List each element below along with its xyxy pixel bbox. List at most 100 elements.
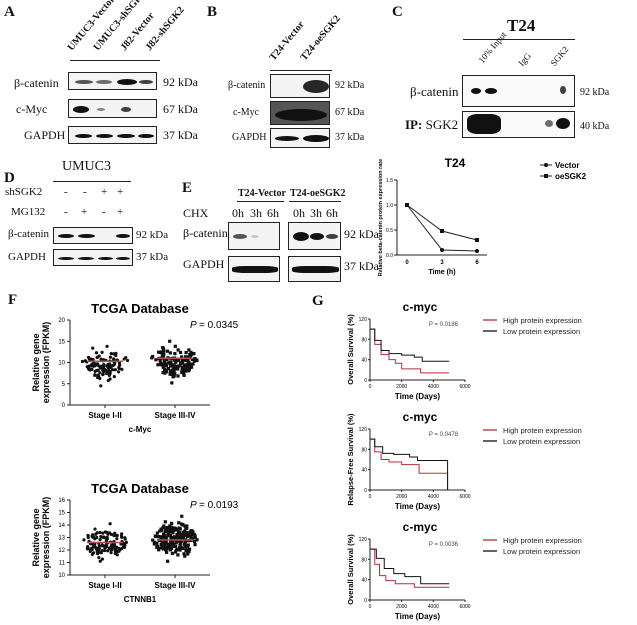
- divider: [237, 201, 284, 203]
- data-point: [113, 368, 117, 372]
- data-point: [109, 532, 114, 537]
- data-point: [167, 533, 171, 537]
- western-blot: [288, 222, 341, 250]
- data-point: [124, 355, 128, 360]
- data-point: [184, 358, 188, 363]
- kda-label: 92 kDa: [136, 229, 169, 241]
- data-point: [108, 355, 113, 359]
- data-point: [176, 348, 180, 352]
- y-tick-label: 15: [58, 339, 65, 345]
- data-point: [155, 541, 159, 545]
- legend-label: oeSGK2: [555, 172, 587, 181]
- data-point: [97, 556, 101, 560]
- data-point: [113, 548, 117, 553]
- data-point: [100, 548, 104, 553]
- data-point: [178, 548, 182, 552]
- x-axis-title: Time (Days): [395, 392, 441, 401]
- data-point: [91, 551, 96, 555]
- data-point: [169, 536, 174, 540]
- data-point: [181, 369, 186, 374]
- x-tick-label: 2000: [396, 604, 407, 610]
- data-point: [192, 358, 197, 362]
- row-label: GAPDH: [232, 132, 267, 143]
- data-point: [181, 536, 185, 541]
- data-point: [159, 351, 164, 355]
- data-point: [95, 535, 99, 540]
- y-tick-label: 14: [58, 523, 65, 529]
- data-point: [175, 364, 180, 368]
- data-point: [168, 339, 172, 343]
- kda-label: 92 kDa: [344, 227, 379, 241]
- data-point: [112, 534, 116, 538]
- kda-label: 67 kDa: [163, 102, 198, 116]
- kda-label: 92 kDa: [335, 80, 365, 91]
- data-point: [161, 346, 166, 351]
- data-point: [176, 532, 180, 537]
- data-point: [103, 548, 107, 553]
- data-point: [178, 350, 183, 355]
- western-blot: [228, 256, 280, 282]
- data-point: [177, 358, 181, 363]
- data-point: [105, 535, 109, 540]
- y-tick-label: 1.0: [386, 203, 393, 209]
- y-tick-label: 120: [359, 427, 368, 433]
- data-point: [181, 546, 185, 550]
- legend-label: Low protein expression: [503, 327, 580, 336]
- y-axis-title: Relapse-Free Survival (%): [346, 413, 355, 506]
- western-blot: [228, 222, 280, 250]
- y-tick-label: 120: [359, 537, 368, 543]
- data-point: [87, 364, 91, 368]
- ip-target: SGK2: [422, 117, 459, 132]
- y-tick-label: 0.5: [386, 228, 393, 234]
- data-point: [405, 203, 409, 207]
- data-point: [104, 545, 108, 549]
- x-tick-label: 4000: [428, 384, 439, 390]
- data-point: [184, 549, 188, 553]
- data-point: [168, 524, 172, 528]
- data-point: [125, 358, 130, 363]
- y-tick-label: 15: [58, 511, 65, 517]
- data-point: [159, 536, 164, 540]
- x-axis-title: Time (Days): [395, 502, 441, 511]
- data-point: [97, 549, 101, 553]
- x-tick-label: Stage III-IV: [155, 411, 197, 420]
- data-point: [168, 533, 173, 537]
- data-point: [191, 536, 195, 540]
- data-point: [152, 540, 157, 544]
- x-tick-label: 3: [440, 260, 444, 266]
- treatment-label: CHX: [183, 206, 209, 220]
- data-point: [180, 370, 184, 375]
- data-point: [113, 531, 117, 535]
- group-label: T24-oeSGK2: [290, 188, 346, 199]
- data-point: [186, 533, 190, 537]
- data-point: [189, 350, 193, 354]
- data-point: [187, 348, 191, 352]
- data-point: [175, 540, 179, 544]
- western-blot: [68, 126, 157, 144]
- divider: [53, 181, 131, 183]
- data-point: [189, 365, 194, 369]
- data-point: [188, 352, 192, 357]
- kda-label: 40 kDa: [580, 121, 610, 132]
- data-point: [178, 534, 183, 538]
- data-point: [162, 367, 167, 372]
- data-point: [180, 357, 184, 361]
- data-point: [177, 521, 181, 525]
- data-point: [182, 533, 187, 537]
- data-point: [170, 381, 174, 385]
- data-point: [173, 526, 177, 531]
- data-point: [178, 542, 182, 546]
- data-point: [100, 543, 104, 547]
- data-point: [86, 355, 91, 359]
- survival-curve: [370, 438, 449, 490]
- x-tick-label: 2000: [396, 494, 407, 500]
- data-point: [156, 544, 160, 549]
- data-point: [101, 535, 105, 539]
- x-tick-label: Stage I-II: [88, 411, 121, 420]
- western-blot: [53, 249, 133, 266]
- y-axis-title: Relative gene: [31, 508, 41, 566]
- lane-label: SGK2: [548, 44, 571, 68]
- data-point: [158, 358, 162, 363]
- data-point: [122, 543, 126, 547]
